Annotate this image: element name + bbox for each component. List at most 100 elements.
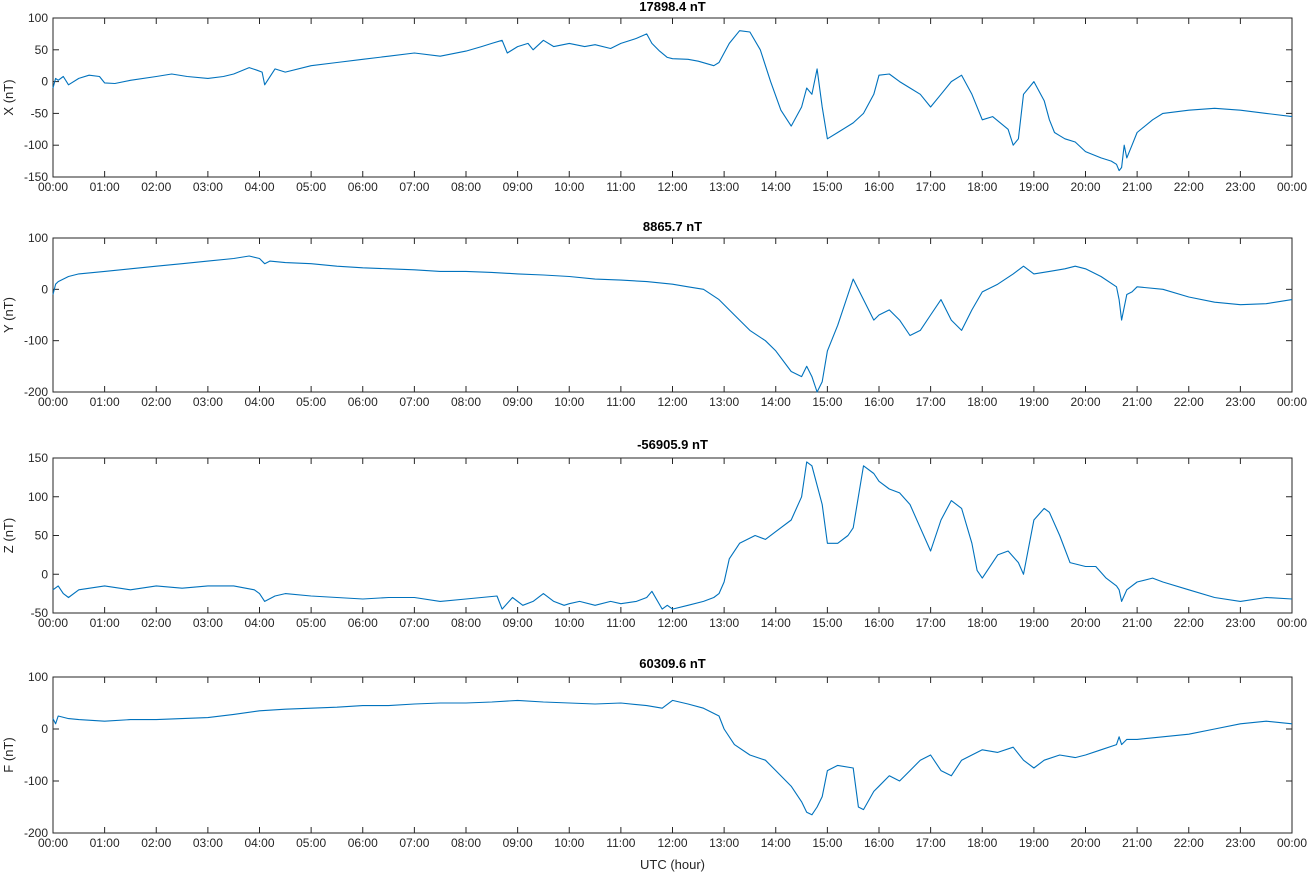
series-line <box>52 461 1293 610</box>
y-tick-label: 150 <box>28 451 48 465</box>
y-tick-label: -200 <box>24 826 48 840</box>
x-tick-label: 22:00 <box>1174 395 1204 409</box>
x-tick-label: 11:00 <box>606 836 635 850</box>
x-tick-label: 05:00 <box>296 395 326 409</box>
x-tick-label: 16:00 <box>864 836 894 850</box>
x-tick-label: 21:00 <box>1122 836 1152 850</box>
x-tick-label: 13:00 <box>709 616 739 630</box>
x-tick-label: 02:00 <box>141 180 171 194</box>
y-tick-label: -100 <box>24 774 48 788</box>
x-tick-label: 10:00 <box>554 616 584 630</box>
x-tick-label: 05:00 <box>296 180 326 194</box>
x-tick-label: 11:00 <box>606 180 635 194</box>
x-tick-label: 00:00 <box>38 836 68 850</box>
x-tick-label: 23:00 <box>1225 836 1255 850</box>
x-tick-label: 17:00 <box>916 616 946 630</box>
x-tick-label: 10:00 <box>554 395 584 409</box>
y-tick-label: -50 <box>31 106 49 120</box>
x-tick-label: 00:00 <box>38 180 68 194</box>
x-tick-label: 12:00 <box>657 395 687 409</box>
y-tick-label: 50 <box>35 529 49 543</box>
x-tick-label: 16:00 <box>864 180 894 194</box>
x-tick-label: 15:00 <box>812 180 842 194</box>
x-tick-label: 21:00 <box>1122 180 1152 194</box>
y-tick-label: -100 <box>24 138 48 152</box>
y-axis-label: Z (nT) <box>1 518 16 553</box>
y-tick-label: -200 <box>24 385 48 399</box>
x-tick-label: 22:00 <box>1174 180 1204 194</box>
x-tick-label: 00:00 <box>1277 180 1307 194</box>
x-tick-label: 14:00 <box>761 836 791 850</box>
x-tick-label: 12:00 <box>657 180 687 194</box>
x-axis-label: UTC (hour) <box>640 857 705 872</box>
y-tick-label: 100 <box>28 11 48 25</box>
y-tick-label: 0 <box>41 282 48 296</box>
y-tick-label: 0 <box>41 722 48 736</box>
panel-z: -56905.9 nT Z (nT) 00:00 01:00 02:00 03:00 0… <box>1 437 1307 630</box>
x-tick-label: 17:00 <box>916 395 946 409</box>
x-tick-label: 12:00 <box>657 836 687 850</box>
plot-area: 00:00 01:00 02:00 03:00 04:00 05:00 06:00 07:00… <box>28 451 1307 630</box>
x-tick-label: 20:00 <box>1070 616 1100 630</box>
x-tick-label: 00:00 <box>1277 616 1307 630</box>
x-tick-label: 11:00 <box>606 616 635 630</box>
x-tick-label: 08:00 <box>451 180 481 194</box>
panel-title: -56905.9 nT <box>637 437 708 452</box>
x-tick-label: 23:00 <box>1225 616 1255 630</box>
x-tick-label: 23:00 <box>1225 395 1255 409</box>
x-tick-label: 21:00 <box>1122 395 1152 409</box>
x-tick-label: 07:00 <box>399 180 429 194</box>
panel-f: 60309.6 nT F (nT) 00:00 01:00 02:00 03:00 04… <box>1 656 1307 850</box>
x-tick-label: 00:00 <box>1277 836 1307 850</box>
x-tick-label: 19:00 <box>1019 616 1049 630</box>
x-tick-label: 10:00 <box>554 836 584 850</box>
plot-area: 00:00 01:00 02:00 03:00 04:00 05:00 06:00 07:00… <box>24 231 1307 409</box>
axes-box <box>52 457 1293 614</box>
series-line <box>52 30 1293 172</box>
x-tick-label: 15:00 <box>812 836 842 850</box>
x-tick-label: 07:00 <box>399 395 429 409</box>
x-tick-label: 02:00 <box>141 616 171 630</box>
plot-area: 00:00 01:00 02:00 03:00 04:00 05:00 06:00 07:00… <box>24 670 1307 850</box>
y-tick-label: 0 <box>41 75 48 89</box>
axes-box <box>52 17 1293 178</box>
x-tick-label: 03:00 <box>193 180 223 194</box>
x-tick-label: 00:00 <box>38 616 68 630</box>
x-tick-label: 16:00 <box>864 395 894 409</box>
x-tick-label: 04:00 <box>244 395 274 409</box>
x-tick-label: 20:00 <box>1070 836 1100 850</box>
x-tick-label: 07:00 <box>399 836 429 850</box>
y-tick-label: -50 <box>31 606 49 620</box>
y-tick-label: 100 <box>28 231 48 245</box>
y-tick-label: 0 <box>41 567 48 581</box>
x-tick-label: 22:00 <box>1174 616 1204 630</box>
panel-title: 60309.6 nT <box>639 656 706 671</box>
panel-title: 17898.4 nT <box>639 0 706 14</box>
series-line <box>52 255 1293 393</box>
x-tick-label: 18:00 <box>967 836 997 850</box>
y-tick-label: -100 <box>24 334 48 348</box>
x-tick-label: 02:00 <box>141 395 171 409</box>
x-tick-label: 05:00 <box>296 836 326 850</box>
x-tick-label: 00:00 <box>1277 395 1307 409</box>
x-tick-label: 15:00 <box>812 616 842 630</box>
plot-area: 00:00 01:00 02:00 03:00 04:00 05:00 06:00 07:00… <box>24 11 1307 194</box>
x-tick-label: 14:00 <box>761 395 791 409</box>
x-tick-label: 06:00 <box>348 616 378 630</box>
x-tick-label: 13:00 <box>709 180 739 194</box>
y-axis-label: X (nT) <box>1 79 16 115</box>
x-tick-label: 03:00 <box>193 616 223 630</box>
x-tick-label: 13:00 <box>709 395 739 409</box>
x-tick-label: 02:00 <box>141 836 171 850</box>
panel-title: 8865.7 nT <box>643 219 702 234</box>
y-tick-label: 100 <box>28 670 48 684</box>
x-tick-label: 14:00 <box>761 180 791 194</box>
panel-x: 17898.4 nT X (nT) 00:00 01:00 02:00 03:00 04… <box>1 0 1307 194</box>
x-tick-label: 16:00 <box>864 616 894 630</box>
panel-y: 8865.7 nT Y (nT) 00:00 01:00 02:00 03:00 04:… <box>1 219 1307 409</box>
y-tick-label: 100 <box>28 490 48 504</box>
x-tick-label: 04:00 <box>244 836 274 850</box>
x-tick-label: 12:00 <box>657 616 687 630</box>
x-tick-label: 19:00 <box>1019 395 1049 409</box>
